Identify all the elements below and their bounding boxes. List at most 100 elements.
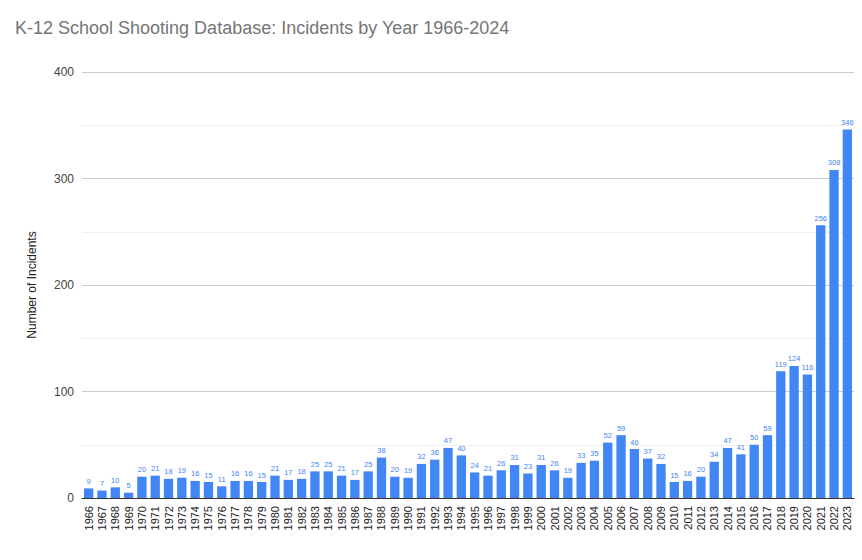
svg-text:1992: 1992 [429,506,441,530]
svg-text:1990: 1990 [402,506,414,530]
svg-text:1974: 1974 [189,506,201,530]
svg-text:2023: 2023 [841,506,853,530]
svg-text:33: 33 [577,451,585,460]
svg-text:2022: 2022 [828,506,840,530]
svg-text:38: 38 [377,446,385,455]
svg-text:36: 36 [431,448,439,457]
svg-text:1996: 1996 [482,506,494,530]
svg-text:21: 21 [151,464,159,473]
svg-text:1994: 1994 [455,506,467,530]
svg-text:35: 35 [590,449,598,458]
svg-text:300: 300 [54,172,74,186]
svg-text:40: 40 [457,444,465,453]
svg-text:52: 52 [604,431,612,440]
svg-text:16: 16 [683,469,691,478]
svg-text:1979: 1979 [256,506,268,530]
svg-text:18: 18 [297,467,305,476]
svg-text:16: 16 [191,469,199,478]
svg-text:2004: 2004 [588,506,600,530]
svg-text:26: 26 [497,459,505,468]
svg-text:2009: 2009 [655,506,667,530]
svg-text:2006: 2006 [615,506,627,530]
svg-text:1993: 1993 [442,506,454,530]
svg-text:2011: 2011 [682,506,694,530]
svg-text:1978: 1978 [242,506,254,530]
svg-text:1967: 1967 [96,506,108,530]
svg-text:41: 41 [737,443,745,452]
svg-text:K-12 School Shooting Database:: K-12 School Shooting Database: Incidents… [15,18,509,38]
svg-text:2003: 2003 [575,506,587,530]
svg-text:2007: 2007 [628,506,640,530]
svg-text:59: 59 [617,424,625,433]
svg-text:1972: 1972 [163,506,175,530]
svg-text:2020: 2020 [801,506,813,530]
svg-text:10: 10 [111,476,119,485]
svg-text:0: 0 [67,491,74,505]
svg-text:1983: 1983 [309,506,321,530]
svg-text:7: 7 [100,479,104,488]
svg-text:19: 19 [564,466,572,475]
svg-text:2012: 2012 [695,506,707,530]
svg-text:16: 16 [244,469,252,478]
svg-text:26: 26 [550,459,558,468]
svg-text:200: 200 [54,278,74,292]
svg-text:2010: 2010 [668,506,680,530]
svg-text:15: 15 [670,471,678,480]
svg-text:25: 25 [364,460,372,469]
svg-text:1985: 1985 [336,506,348,530]
svg-text:346: 346 [841,118,854,127]
svg-text:1976: 1976 [216,506,228,530]
svg-text:23: 23 [524,462,532,471]
svg-text:Number of Incidents: Number of Incidents [25,231,39,338]
svg-text:2015: 2015 [735,506,747,530]
svg-text:1970: 1970 [136,506,148,530]
svg-text:32: 32 [657,452,665,461]
svg-text:25: 25 [324,460,332,469]
svg-text:19: 19 [404,466,412,475]
svg-text:37: 37 [644,447,652,456]
svg-text:1971: 1971 [149,506,161,530]
svg-text:2017: 2017 [761,506,773,530]
svg-text:2016: 2016 [748,506,760,530]
svg-text:1966: 1966 [83,506,95,530]
svg-text:21: 21 [484,464,492,473]
svg-text:2018: 2018 [775,506,787,530]
svg-text:1981: 1981 [282,506,294,530]
svg-text:24: 24 [470,461,478,470]
svg-text:308: 308 [828,158,841,167]
svg-text:16: 16 [231,469,239,478]
svg-text:2002: 2002 [562,506,574,530]
svg-text:1977: 1977 [229,506,241,530]
svg-text:9: 9 [87,477,91,486]
svg-text:1975: 1975 [202,506,214,530]
svg-text:1997: 1997 [495,506,507,530]
svg-text:1980: 1980 [269,506,281,530]
svg-text:31: 31 [537,453,545,462]
svg-text:1991: 1991 [415,506,427,530]
svg-text:5: 5 [127,481,131,490]
svg-text:21: 21 [337,464,345,473]
svg-text:18: 18 [164,467,172,476]
svg-text:1982: 1982 [296,506,308,530]
svg-text:2013: 2013 [708,506,720,530]
svg-text:21: 21 [271,464,279,473]
svg-text:25: 25 [311,460,319,469]
svg-text:2005: 2005 [602,506,614,530]
svg-text:116: 116 [801,363,813,372]
svg-text:15: 15 [204,471,212,480]
svg-text:2014: 2014 [722,506,734,530]
svg-text:20: 20 [138,465,146,474]
svg-text:1984: 1984 [322,506,334,530]
svg-text:32: 32 [417,452,425,461]
svg-text:1968: 1968 [109,506,121,530]
svg-text:20: 20 [391,465,399,474]
svg-text:1988: 1988 [375,506,387,530]
svg-text:34: 34 [710,450,718,459]
svg-text:100: 100 [54,385,74,399]
svg-text:1995: 1995 [469,506,481,530]
svg-text:1998: 1998 [509,506,521,530]
svg-text:47: 47 [723,436,731,445]
svg-text:11: 11 [218,475,226,484]
svg-text:1986: 1986 [349,506,361,530]
svg-text:47: 47 [444,436,452,445]
